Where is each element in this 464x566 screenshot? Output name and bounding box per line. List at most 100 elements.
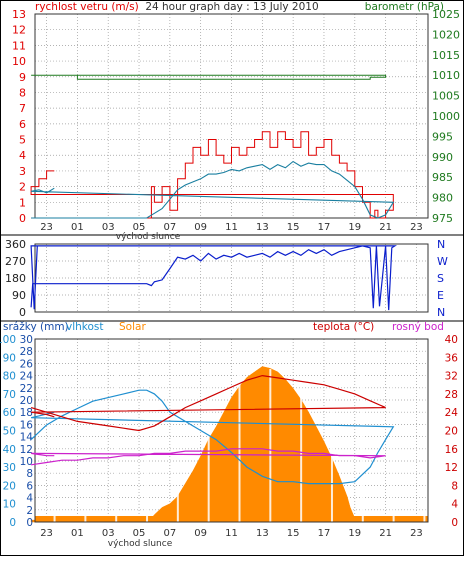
barometer-y-tick-0: 975 [432, 212, 453, 225]
p3-x-tick-9: 17 [318, 528, 331, 539]
barometer-line [31, 74, 387, 80]
p1-x-tick-1: 01 [71, 222, 84, 233]
wind-y-tick-13: 13 [12, 8, 26, 21]
p3-x-tick-5: 09 [194, 528, 207, 539]
rain-y-tick-5: 10 [20, 456, 33, 468]
wind-y-tick-9: 9 [19, 71, 26, 84]
barometer-y-tick-10: 1025 [432, 8, 460, 21]
rain-y-tick-3: 6 [26, 480, 33, 492]
p1-x-tick-10: 19 [348, 222, 361, 233]
wind-y-tick-0: 0 [19, 212, 26, 225]
wind-gust-line [30, 131, 394, 219]
rain-y-tick-6: 12 [20, 444, 33, 456]
temperature-y-tick-9: 36 [445, 352, 459, 364]
rain-y-tick-14: 28 [20, 346, 33, 358]
rain-y-tick-7: 14 [20, 432, 34, 444]
direction-compass-label-2: S [437, 272, 444, 285]
barometer-y-tick-4: 995 [432, 130, 453, 143]
barometer-y-tick-2: 985 [432, 171, 453, 184]
direction-compass-label-4: N [437, 306, 445, 319]
p1-x-tick-9: 17 [318, 222, 331, 233]
humidity-y-tick-0: 0 [9, 517, 16, 529]
rain-y-tick-11: 22 [20, 383, 33, 395]
solar-axis-title: Solar [119, 321, 146, 333]
direction-compass-label-0: N [437, 238, 445, 251]
humidity-line [30, 389, 395, 485]
rain-y-tick-9: 18 [20, 407, 33, 419]
rain-y-tick-2: 4 [26, 493, 33, 505]
climate-plot-frame [34, 338, 429, 523]
p3-x-tick-1: 01 [71, 528, 84, 539]
barometer-y-tick-3: 990 [432, 151, 453, 164]
p1-sunrise-label: východ slunce [116, 232, 181, 242]
rain-y-tick-0: 0 [26, 517, 33, 529]
wind-y-tick-12: 12 [12, 24, 26, 37]
p3-x-tick-0: 23 [40, 528, 53, 539]
direction-plot-frame [34, 243, 429, 313]
p1-x-tick-11: 21 [379, 222, 392, 233]
humidity-y-tick-4: 40 [3, 444, 16, 456]
wind-y-tick-5: 5 [19, 134, 26, 147]
humidity-y-tick-2: 20 [3, 480, 16, 492]
p1-x-tick-0: 23 [40, 222, 53, 233]
barometer-y-tick-5: 1000 [432, 110, 460, 123]
temperature-line [30, 374, 386, 432]
direction-y-tick-0: 0 [19, 306, 26, 319]
humidity-y-tick-9: 90 [3, 352, 16, 364]
p3-sunrise-label: východ slunce [108, 539, 173, 549]
wind-plot-frame [34, 13, 429, 219]
p1-x-tick-3: 05 [133, 222, 146, 233]
p1-x-tick-7: 13 [256, 222, 269, 233]
temperature-y-tick-5: 20 [445, 426, 458, 438]
wind-y-tick-8: 8 [19, 86, 26, 99]
direction-y-tick-4: 360 [5, 238, 26, 251]
p3-x-tick-6: 11 [225, 528, 238, 539]
wind-axis-title: rychlost vetru (m/s) [35, 1, 139, 13]
humidity-y-tick-1: 10 [3, 499, 16, 511]
solar-baseline-strip [35, 516, 428, 522]
temperature-y-tick-1: 4 [451, 499, 458, 511]
rain-y-tick-13: 26 [20, 358, 34, 370]
rain-y-tick-12: 24 [20, 371, 34, 383]
direction-compass-label-3: E [437, 289, 444, 302]
p3-x-tick-10: 19 [348, 528, 361, 539]
temperature-axis-title: teplota (°C) [313, 321, 374, 333]
p1-x-tick-4: 07 [163, 222, 176, 233]
p1-x-tick-5: 09 [194, 222, 207, 233]
barometer-y-tick-6: 1005 [432, 90, 460, 103]
direction-y-tick-1: 90 [12, 289, 26, 302]
p3-x-tick-2: 03 [102, 528, 115, 539]
rain-y-tick-10: 20 [20, 395, 33, 407]
p3-x-tick-11: 21 [379, 528, 392, 539]
wind-y-tick-6: 6 [19, 118, 26, 131]
temperature-y-tick-7: 28 [445, 389, 458, 401]
temperature-y-tick-8: 32 [445, 371, 458, 383]
p1-x-tick-8: 15 [287, 222, 300, 233]
temperature-y-tick-0: 0 [451, 517, 458, 529]
p3-x-tick-7: 13 [256, 528, 269, 539]
rain-y-tick-1: 2 [26, 505, 33, 517]
wind-y-tick-3: 3 [19, 165, 26, 178]
wind-average-line [30, 160, 395, 219]
wind-y-tick-2: 2 [19, 181, 26, 194]
p1-x-tick-12: 23 [410, 222, 423, 233]
direction-y-tick-3: 270 [5, 255, 26, 268]
wind-y-tick-7: 7 [19, 102, 26, 115]
p3-x-tick-3: 05 [133, 528, 146, 539]
wind-y-tick-4: 4 [19, 149, 26, 162]
dewpoint-axis-title: rosný bod [392, 321, 444, 333]
p3-x-tick-4: 07 [163, 528, 176, 539]
panel-header-title: 24 hour graph day : 13 July 2010 [145, 1, 318, 13]
barometer-axis-title: barometr (hPa) [365, 1, 444, 13]
humidity-y-tick-7: 70 [3, 389, 16, 401]
humidity-y-tick-3: 30 [3, 462, 16, 474]
wind-y-tick-11: 11 [12, 39, 26, 52]
temperature-y-tick-2: 8 [451, 480, 458, 492]
p1-x-tick-2: 03 [102, 222, 115, 233]
rain-y-tick-8: 16 [20, 419, 34, 431]
direction-compass-label-1: W [437, 255, 448, 268]
humidity-y-tick-6: 60 [3, 407, 16, 419]
temperature-y-tick-4: 16 [445, 444, 459, 456]
wind-direction-line [30, 245, 398, 311]
